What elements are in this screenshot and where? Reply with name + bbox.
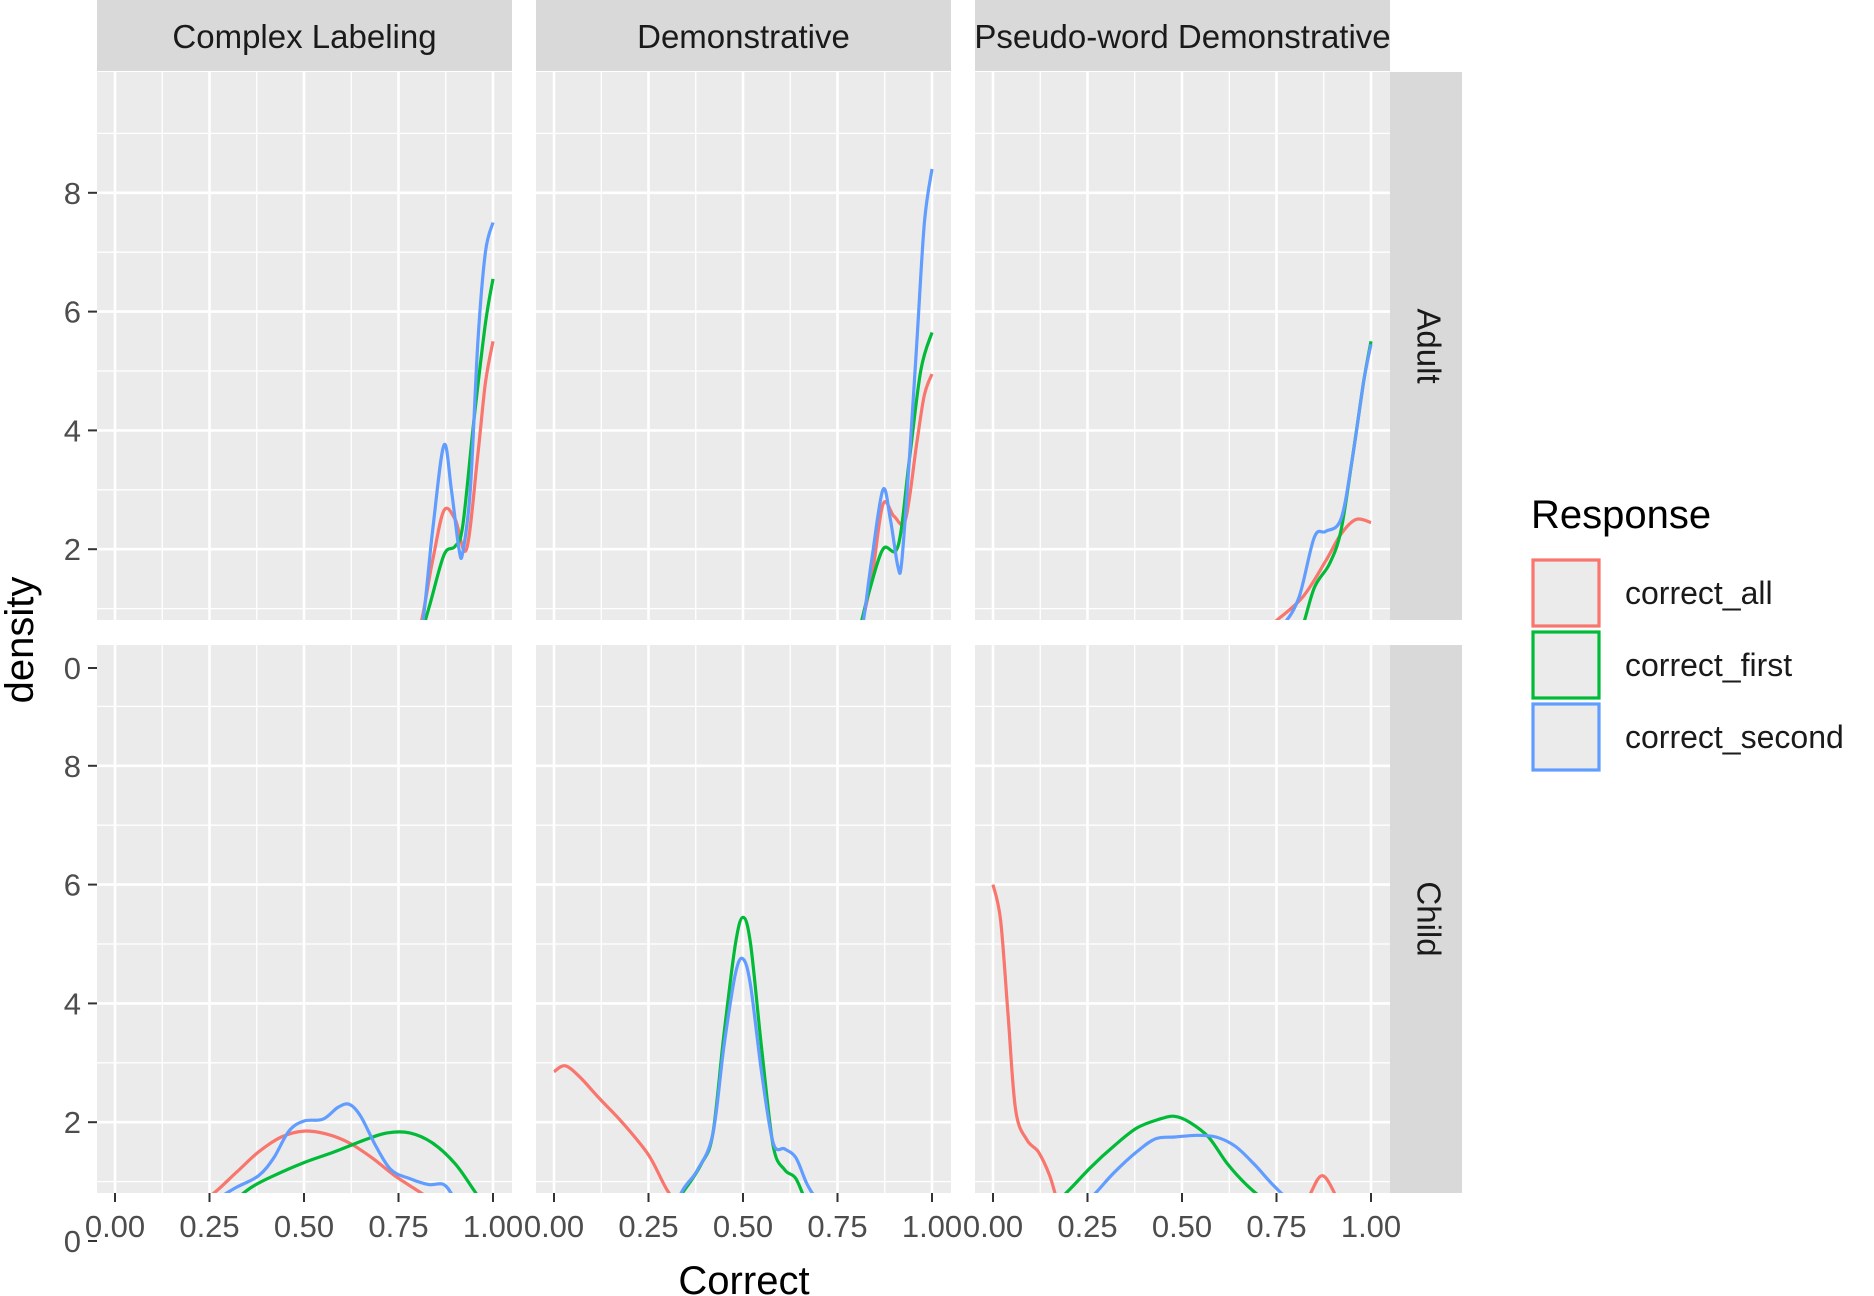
strip-background [1390,72,1462,620]
row-strip-label: Child [1410,881,1447,956]
y-tick-label: 4 [64,986,81,1021]
x-tick-label: 1.00 [902,1209,962,1244]
column-strip-3: Pseudo-word Demonstrative [974,0,1390,71]
legend-item-correct-first: correct_first [1531,630,1792,700]
density-line-correct-second [862,168,934,620]
panel-series [420,222,495,620]
strip-background [975,0,1390,71]
density-line-correct-all [211,1129,425,1193]
x-tick-label: 0.25 [1057,1209,1117,1244]
panel-series [1274,341,1373,620]
y-tick-label: 0 [64,1224,81,1259]
density-line-correct-second [679,956,815,1193]
row-strip-child: Child [1390,645,1462,1193]
column-strip-label: Pseudo-word Demonstrative [974,18,1390,55]
x-tick-label: 0.75 [807,1209,867,1244]
y-tick-label: 8 [64,176,81,211]
x-tick-label: 0.00 [524,1209,584,1244]
panel-series [553,915,815,1193]
x-tick-label: 0.25 [618,1209,678,1244]
panel-adult-3 [975,72,1390,670]
strip-background [536,0,951,71]
density-line-correct-all [1274,517,1372,620]
panels-layer [97,72,1390,1243]
density-line-correct-first [241,1130,478,1193]
y-axis-title: density [0,577,42,704]
density-line-correct-second [1284,343,1373,620]
y-tick-label: 6 [64,295,81,330]
density-line-correct-first [423,278,495,620]
legend-item-correct-all: correct_all [1531,558,1773,628]
x-tick-label: 0.50 [274,1209,334,1244]
panel-adult-1 [97,72,512,670]
panel-child-3 [975,645,1390,1243]
panel-child-1 [97,645,512,1243]
legend-key [1531,558,1601,628]
row-strip-adult: Adult [1390,72,1462,620]
density-line-correct-first [860,331,934,620]
density-line-correct-all [553,1064,671,1193]
strip-background [97,0,512,71]
legend-item-correct-second: correct_second [1531,702,1844,772]
legend-label: correct_first [1625,647,1792,683]
x-tick-label: 1.00 [463,1209,523,1244]
x-tick-label: 1.00 [1341,1209,1401,1244]
y-tick-label: 2 [64,1105,81,1140]
legend-label: correct_all [1625,575,1773,611]
legend-key [1531,702,1601,772]
x-tick-label: 0.75 [368,1209,428,1244]
panel-series [991,884,1337,1193]
column-strip-1: Complex Labeling [97,0,512,71]
x-tick-label: 0.75 [1246,1209,1306,1244]
x-axis-title: Correct [678,1259,809,1296]
density-line-correct-second [1093,1133,1284,1193]
legend-title: Response [1531,493,1711,537]
legend-key [1531,630,1601,700]
panel-series [211,1102,478,1193]
column-strip-2: Demonstrative [536,0,951,71]
y-tick-label: 0 [64,651,81,686]
panel-adult-2 [536,72,951,670]
row-strip-label: Adult [1410,308,1447,383]
strip-background [1390,645,1462,1193]
y-tick-label: 4 [64,413,81,448]
panel-child-2 [536,645,951,1243]
column-strip-label: Complex Labeling [172,18,436,55]
y-tick-label: 8 [64,749,81,784]
legend: Response correct_all correct_firstcorrect… [1531,493,1844,772]
strips-layer: Complex Labeling Demonstrative Pseudo-word… [97,0,1462,1193]
x-tick-label: 0.25 [179,1209,239,1244]
density-line-correct-first [1302,341,1373,620]
y-tick-label: 2 [64,532,81,567]
x-tick-label: 0.50 [1152,1209,1212,1244]
density-line-correct-first [1063,1114,1259,1193]
x-tick-label: 0.00 [963,1209,1023,1244]
y-tick-label: 6 [64,868,81,903]
density-line-correct-all [420,341,495,620]
panel-series [860,168,934,620]
density-line-correct-second [421,222,495,620]
density-line-correct-second [223,1102,453,1193]
x-tick-label: 0.00 [85,1209,145,1244]
legend-label: correct_second [1625,719,1844,755]
column-strip-label: Demonstrative [637,18,850,55]
x-tick-label: 0.50 [713,1209,773,1244]
density-line-correct-all [991,884,1337,1193]
